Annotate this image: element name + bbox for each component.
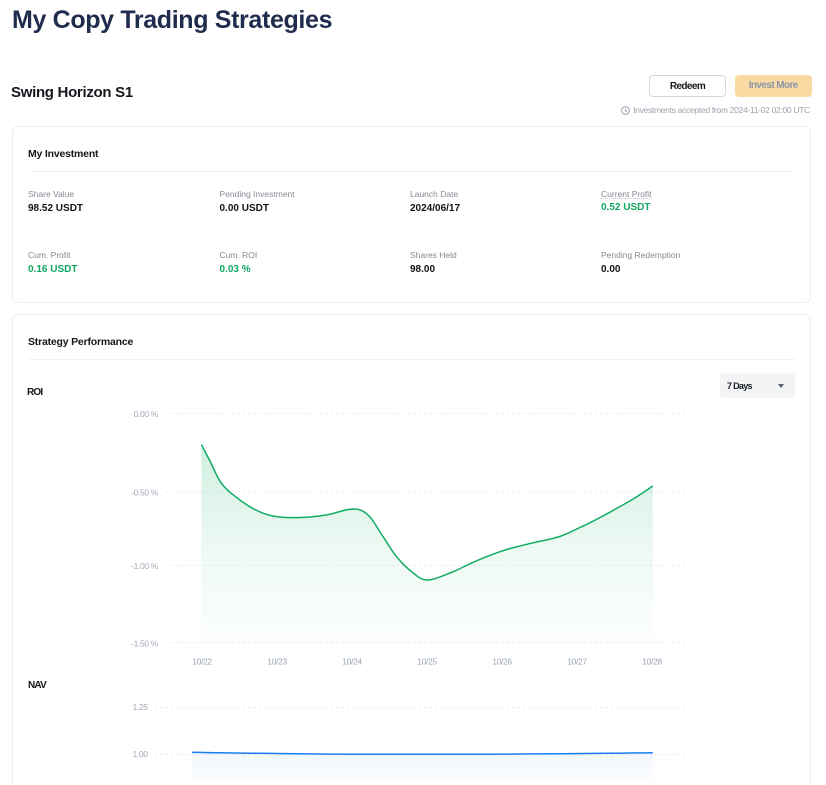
svg-text:1.00: 1.00 <box>133 749 149 759</box>
svg-text:-0.50 %: -0.50 % <box>131 487 159 497</box>
svg-text:10/22: 10/22 <box>192 657 212 667</box>
svg-text:10/23: 10/23 <box>267 657 287 667</box>
svg-text:10/25: 10/25 <box>417 657 437 667</box>
svg-text:0.00 %: 0.00 % <box>134 409 159 419</box>
svg-text:-1.50 %: -1.50 % <box>131 639 159 649</box>
svg-text:10/24: 10/24 <box>342 657 362 667</box>
svg-text:10/27: 10/27 <box>567 657 587 667</box>
svg-text:-1.00 %: -1.00 % <box>131 561 159 571</box>
svg-text:1.25: 1.25 <box>133 702 149 712</box>
svg-text:10/26: 10/26 <box>492 657 512 667</box>
svg-text:10/28: 10/28 <box>642 657 662 667</box>
